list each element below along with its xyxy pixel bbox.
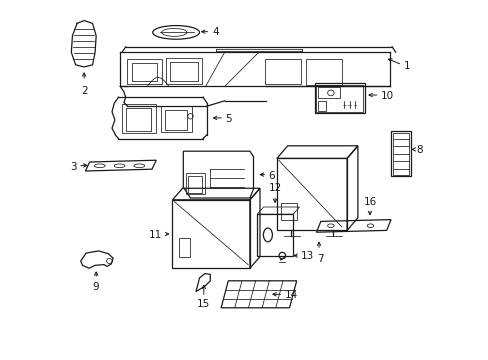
- Text: 15: 15: [197, 299, 210, 309]
- Text: 12: 12: [268, 183, 281, 193]
- Text: 5: 5: [225, 114, 232, 124]
- Text: 1: 1: [403, 60, 409, 71]
- Bar: [265, 59, 300, 84]
- Bar: [179, 238, 189, 257]
- Bar: [169, 62, 197, 81]
- Text: 8: 8: [415, 145, 422, 155]
- Bar: [314, 83, 365, 113]
- Text: 13: 13: [301, 251, 314, 261]
- Bar: [161, 106, 191, 132]
- Bar: [187, 176, 202, 193]
- Bar: [390, 131, 410, 176]
- Bar: [127, 59, 162, 84]
- Text: 3: 3: [70, 162, 77, 171]
- Bar: [305, 59, 341, 85]
- Bar: [125, 108, 151, 131]
- Bar: [122, 104, 156, 133]
- Text: 9: 9: [93, 282, 99, 292]
- Bar: [280, 203, 296, 220]
- Bar: [172, 200, 249, 268]
- Text: 7: 7: [317, 254, 324, 264]
- Text: 10: 10: [380, 91, 393, 101]
- Bar: [164, 110, 186, 130]
- Bar: [257, 214, 292, 256]
- Bar: [132, 63, 156, 81]
- Text: 16: 16: [363, 197, 376, 207]
- Text: 11: 11: [149, 230, 162, 240]
- Text: 14: 14: [284, 291, 298, 300]
- Bar: [318, 87, 339, 98]
- Text: 4: 4: [212, 27, 218, 37]
- Bar: [316, 85, 363, 112]
- Text: 2: 2: [81, 86, 87, 96]
- Bar: [318, 101, 325, 111]
- Bar: [276, 158, 346, 230]
- Bar: [186, 173, 204, 194]
- Bar: [166, 58, 202, 84]
- Bar: [392, 133, 408, 175]
- Text: 6: 6: [268, 171, 275, 181]
